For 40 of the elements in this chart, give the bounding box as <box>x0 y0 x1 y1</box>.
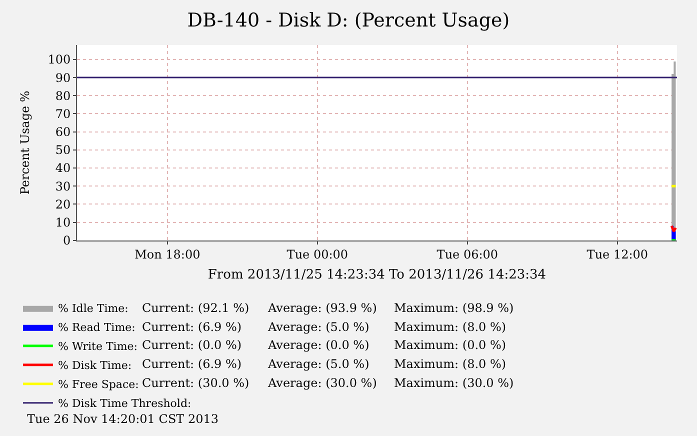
legend-label: % Free Space: <box>58 378 139 392</box>
text: Current: (0.0 %) <box>142 338 242 352</box>
y-tick-label: 10 <box>55 215 71 230</box>
y-tick-label: 20 <box>55 197 71 212</box>
x-axis-title: From 2013/11/25 14:23:34 To 2013/11/26 14:23:34 <box>208 267 546 282</box>
text: Maximum: (98.9 %) <box>394 301 514 315</box>
text: Tue 26 Nov 14:20:01 CST 2013 <box>27 412 219 426</box>
y-tick-label: 90 <box>55 70 71 85</box>
x-tick-label: Tue 00:00 <box>286 248 348 262</box>
y-tick-label: 60 <box>55 125 71 140</box>
text: Current: (92.1 %) <box>142 301 250 315</box>
y-tick-label: 50 <box>55 143 71 158</box>
text: Average: (93.9 %) <box>267 301 377 315</box>
y-axis-title: Percent Usage % <box>18 90 32 195</box>
legend-label: % Disk Time Threshold: <box>58 397 192 410</box>
y-tick-label: 80 <box>55 88 71 103</box>
legend-label: % Read Time: <box>58 321 136 334</box>
y-tick-label: 100 <box>48 52 71 67</box>
x-tick-label: Tue 12:00 <box>586 248 648 262</box>
y-tick-label: 30 <box>55 179 71 194</box>
text: Maximum: (30.0 %) <box>394 376 514 390</box>
text: Current: (6.9 %) <box>142 320 242 334</box>
text: Average: (5.0 %) <box>267 357 370 371</box>
text: Maximum: (8.0 %) <box>394 357 506 371</box>
text: Average: (30.0 %) <box>267 376 377 390</box>
text: Maximum: (0.0 %) <box>394 338 506 352</box>
y-tick-label: 0 <box>62 234 71 248</box>
legend-label: % Write Time: <box>58 340 138 354</box>
y-tick-label: 70 <box>55 106 71 121</box>
text: Current: (6.9 %) <box>142 357 242 371</box>
text: Average: (0.0 %) <box>267 338 370 352</box>
legend-label: % Disk Time: <box>58 359 132 372</box>
text: Average: (5.0 %) <box>267 320 370 334</box>
x-tick-label: Mon 18:00 <box>134 248 200 262</box>
chart-title: DB-140 - Disk D: (Percent Usage) <box>187 10 510 32</box>
legend-label: % Idle Time: <box>58 302 128 316</box>
text: Current: (30.0 %) <box>142 376 250 390</box>
y-tick-label: 40 <box>55 161 71 176</box>
x-tick-label: Tue 06:00 <box>436 248 498 262</box>
text: Maximum: (8.0 %) <box>394 320 506 334</box>
